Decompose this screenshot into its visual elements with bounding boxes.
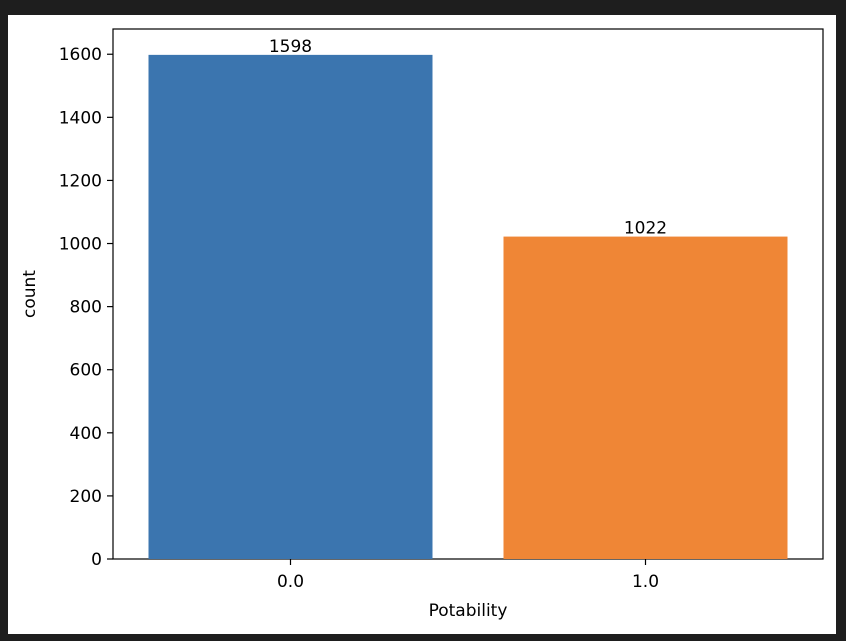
y-tick-label: 600 [70,361,102,381]
y-axis-label: count [20,270,40,318]
data-labels-group: 1598 1022 [269,37,667,239]
x-tick-label: 0.0 [277,572,304,592]
x-tick-label: 1.0 [632,572,659,592]
data-label-1.0: 1022 [624,219,667,239]
bar-1.0 [503,236,788,560]
y-tick-label: 0 [91,550,102,570]
y-tick-label: 200 [70,487,102,507]
x-axis-ticks: 0.0 1.0 [277,559,659,592]
y-tick-label: 1600 [59,45,102,65]
bar-0.0 [148,54,433,559]
y-tick-label: 800 [70,298,102,318]
y-axis-ticks: 0 200 400 600 800 1000 1200 1400 1600 [59,45,113,570]
y-tick-label: 1200 [59,171,102,191]
x-axis-label: Potability [429,601,508,621]
plot-area [112,28,824,560]
data-label-0.0: 1598 [269,37,312,57]
y-tick-label: 1400 [59,108,102,128]
y-tick-label: 400 [70,424,102,444]
y-tick-label: 1000 [59,235,102,255]
bars-group [148,54,788,560]
